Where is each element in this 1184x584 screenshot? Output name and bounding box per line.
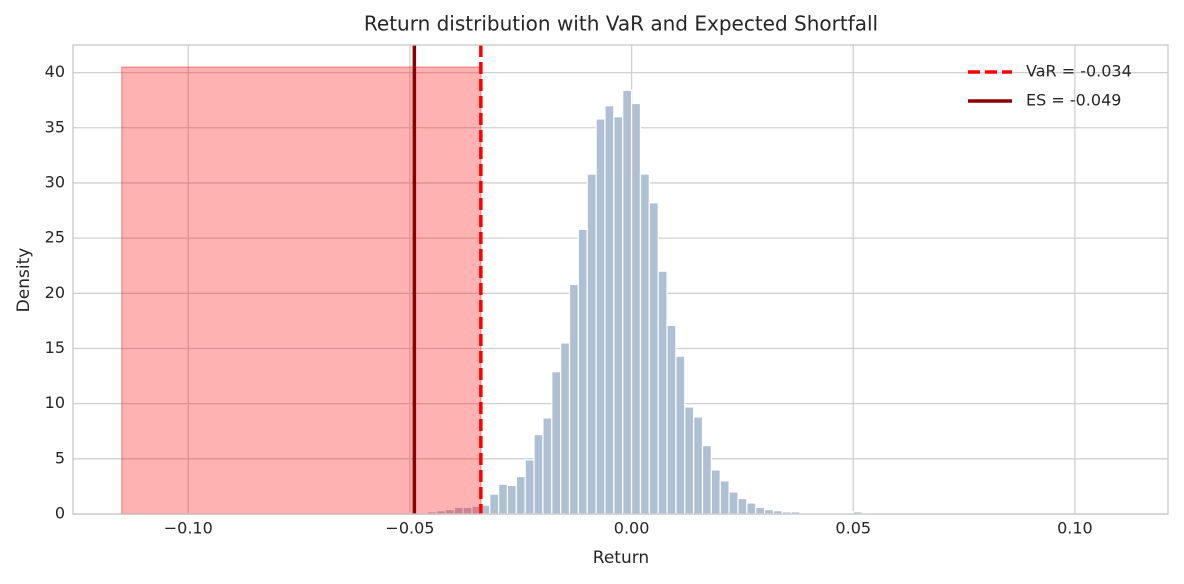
bar	[639, 173, 650, 515]
bar	[737, 497, 748, 515]
bar	[701, 444, 712, 515]
bar	[551, 371, 562, 515]
y-tick-label: 20	[45, 283, 65, 302]
bar	[622, 89, 633, 515]
x-tick-label: 0.10	[1057, 519, 1093, 538]
x-tick-label: −0.05	[385, 519, 434, 538]
bar	[755, 506, 766, 515]
bar	[586, 173, 597, 515]
bar	[746, 502, 757, 515]
y-axis-label: Density	[14, 248, 34, 313]
bar	[542, 417, 553, 515]
bar	[506, 484, 517, 515]
x-axis-label: Return	[593, 548, 649, 568]
bar	[613, 116, 624, 515]
bar	[693, 416, 704, 515]
legend-label: ES = -0.049	[1026, 91, 1121, 110]
y-tick-label: 5	[55, 448, 65, 467]
y-tick-label: 25	[45, 228, 65, 247]
bar	[604, 105, 615, 515]
y-tick-label: 35	[45, 117, 65, 136]
legend-label: VaR = -0.034	[1026, 62, 1132, 81]
y-tick-label: 10	[45, 393, 65, 412]
bar	[568, 283, 579, 515]
bar	[595, 118, 606, 515]
bar	[657, 270, 668, 515]
bar	[666, 324, 677, 515]
axes-frame	[72, 44, 1169, 515]
shaded-region	[121, 66, 482, 515]
bar	[763, 508, 775, 515]
y-tick-label: 30	[45, 172, 65, 191]
y-tick-label: 0	[55, 504, 65, 523]
bar	[533, 433, 544, 515]
x-tick-label: 0.00	[614, 519, 650, 538]
bar	[648, 202, 659, 515]
bar	[577, 228, 588, 515]
bar	[684, 406, 695, 515]
bar	[497, 483, 509, 515]
bar	[719, 480, 730, 515]
bar	[675, 355, 686, 515]
x-tick-label: 0.05	[835, 519, 871, 538]
bar	[489, 493, 500, 515]
bar	[560, 342, 571, 515]
bar	[710, 469, 721, 515]
bar	[728, 491, 739, 515]
y-tick-label: 40	[45, 62, 65, 81]
x-tick-label: −0.10	[164, 519, 213, 538]
bar	[630, 102, 642, 515]
y-tick-label: 15	[45, 338, 65, 357]
chart-title: Return distribution with VaR and Expecte…	[364, 12, 878, 36]
bar	[515, 475, 526, 515]
bar	[524, 459, 535, 515]
